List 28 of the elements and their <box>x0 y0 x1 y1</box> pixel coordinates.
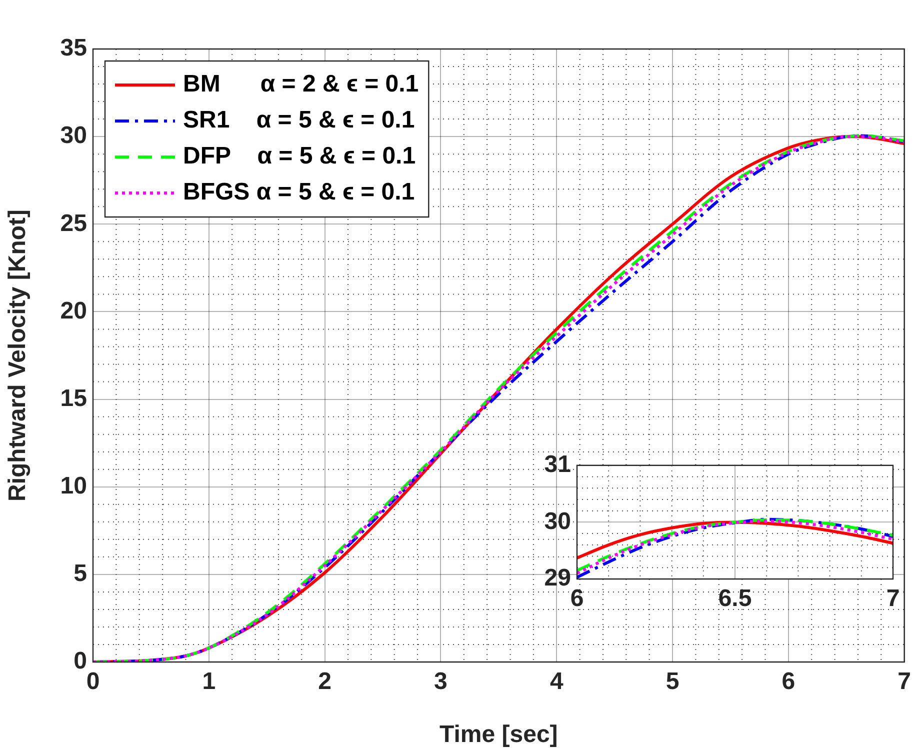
x-tick-label: 5 <box>666 668 680 696</box>
x-axis-title: Time [sec] <box>440 721 558 748</box>
y-tick-label: 25 <box>60 210 87 237</box>
x-tick-label: 7 <box>898 668 912 696</box>
y-tick-label: 35 <box>60 34 87 62</box>
legend-label: BM α = 2 & ϵ = 0.1 <box>183 70 419 98</box>
y-tick-label: 10 <box>60 472 87 500</box>
y-axis-title: Rightward Velocity [Knot] <box>4 209 32 502</box>
x-tick-label: 6.5 <box>718 585 752 612</box>
legend-label: BFGS α = 5 & ϵ = 0.1 <box>183 178 415 206</box>
y-tick-label: 20 <box>60 297 87 324</box>
y-tick-label: 31 <box>544 451 571 478</box>
x-tick-label: 7 <box>886 585 900 612</box>
y-tick-label: 5 <box>74 560 87 588</box>
y-tick-label: 0 <box>74 648 87 675</box>
y-tick-label: 30 <box>60 122 87 150</box>
x-tick-label: 6 <box>570 585 584 612</box>
x-tick-label: 2 <box>318 668 332 696</box>
x-tick-label: 4 <box>550 668 564 696</box>
y-tick-label: 30 <box>544 508 571 535</box>
x-tick-label: 6 <box>782 668 796 696</box>
y-tick-label: 15 <box>60 384 87 412</box>
legend-label: DFP α = 5 & ϵ = 0.1 <box>183 142 416 170</box>
x-tick-label: 3 <box>434 668 448 696</box>
y-tick-label: 29 <box>544 564 571 592</box>
line-series <box>577 520 893 560</box>
legend-label: SR1 α = 5 & ϵ = 0.1 <box>183 106 415 134</box>
x-tick-label: 1 <box>202 668 216 696</box>
